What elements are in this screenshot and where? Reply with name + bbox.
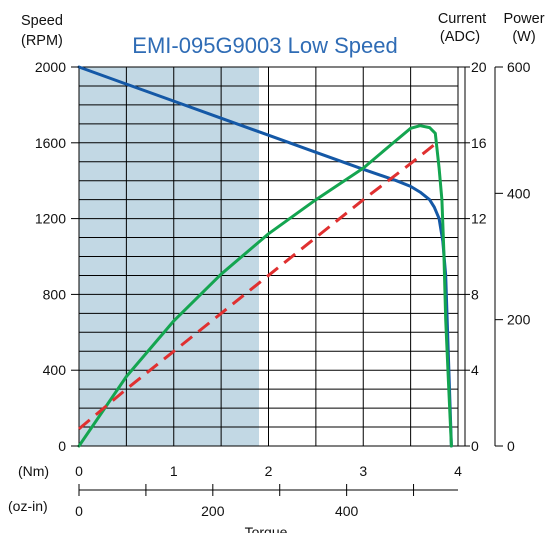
nm-tick-label: 0: [75, 463, 83, 479]
speed-tick-label: 400: [43, 362, 67, 378]
speed-axis-header: Speed: [21, 13, 63, 29]
ozin-tick-label: 0: [75, 503, 83, 519]
torque-axis-title: Torque: [245, 524, 288, 533]
current-tick-label: 12: [471, 211, 487, 227]
series-line-current: [78, 139, 441, 431]
speed-tick-label: 0: [58, 438, 66, 454]
nm-tick-label: 1: [170, 463, 178, 479]
chart-title: EMI-095G9003 Low Speed: [132, 33, 397, 58]
current-tick-label: 16: [471, 135, 487, 151]
power-axis-unit: (W): [512, 29, 535, 45]
speed-tick-label: 800: [43, 286, 67, 302]
power-tick-label: 400: [507, 185, 531, 201]
series-line-power: [77, 124, 453, 448]
power-axis-header: Power: [503, 11, 544, 27]
ozin-tick-label: 200: [201, 503, 225, 519]
nm-tick-label: 3: [359, 463, 367, 479]
current-tick-label: 0: [471, 438, 479, 454]
current-tick-label: 20: [471, 59, 487, 75]
nm-tick-label: 2: [265, 463, 273, 479]
speed-tick-label: 1600: [35, 135, 66, 151]
grid-layer: [78, 66, 459, 447]
current-axis-unit: (ADC): [440, 29, 480, 45]
ozin-axis-label: (oz-in): [8, 498, 48, 514]
speed-tick-label: 2000: [35, 59, 66, 75]
speed-axis-unit: (RPM): [21, 33, 63, 49]
ozin-tick-label: 400: [335, 503, 359, 519]
power-tick-label: 0: [507, 438, 515, 454]
series-layer: [77, 65, 453, 448]
current-tick-label: 8: [471, 286, 479, 302]
power-tick-label: 200: [507, 312, 531, 328]
nm-axis-label: (Nm): [18, 463, 49, 479]
current-axis-header: Current: [438, 11, 486, 27]
power-tick-label: 600: [507, 59, 531, 75]
current-tick-label: 4: [471, 362, 479, 378]
speed-tick-label: 1200: [35, 211, 66, 227]
nm-tick-label: 4: [454, 463, 462, 479]
